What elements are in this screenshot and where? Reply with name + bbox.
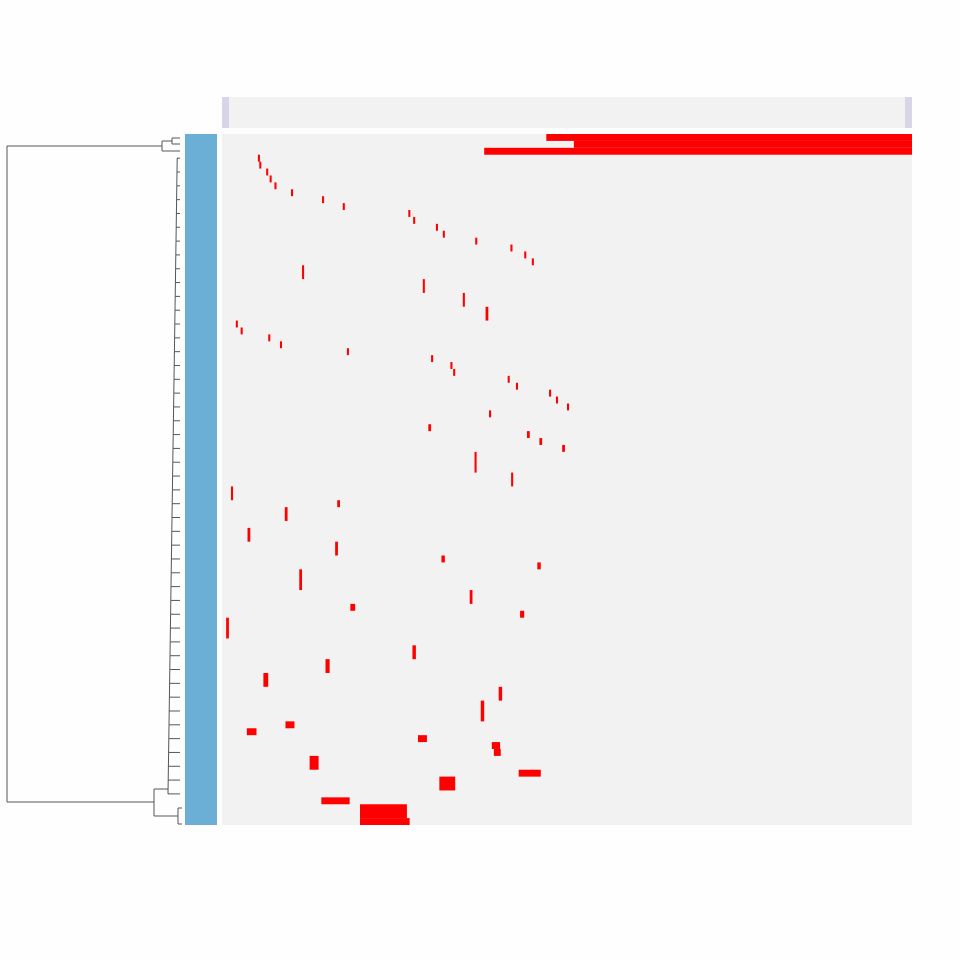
heatmap-cell: [285, 721, 295, 729]
heatmap-cell: [422, 279, 425, 293]
heatmap-cell: [309, 755, 319, 770]
heatmap-cell: [462, 292, 465, 307]
column-annotation-bar: [222, 97, 912, 128]
heatmap-cell: [226, 617, 229, 639]
heatmap-cell: [269, 175, 272, 183]
heatmap-cell: [247, 527, 251, 542]
heatmap-cell: [526, 431, 530, 439]
heatmap-cell: [235, 320, 238, 328]
heatmap-cell: [412, 645, 416, 660]
heatmap-cell: [346, 348, 349, 356]
heatmap-cell: [475, 237, 478, 245]
heatmap-cell: [246, 728, 257, 736]
heatmap-cell: [539, 438, 543, 445]
heatmap-cell: [450, 362, 453, 369]
heatmap-cell: [480, 700, 485, 722]
heatmap-cell: [524, 251, 527, 259]
heatmap-cell: [230, 486, 234, 501]
heatmap-cell: [537, 562, 541, 570]
heatmap-cell: [439, 776, 456, 791]
heatmap-cell: [518, 769, 541, 777]
heatmap-cell: [489, 410, 492, 418]
row-dendrogram: [6, 137, 182, 825]
heatmap-cell: [573, 140, 912, 148]
heatmap-cell: [435, 223, 438, 231]
heatmap-cell: [431, 355, 434, 363]
heatmap-cell: [337, 500, 340, 508]
heatmap-cell: [325, 659, 330, 673]
heatmap-cell: [442, 230, 445, 238]
heatmap-cell: [474, 451, 477, 473]
heatmap-cell: [284, 507, 288, 521]
heatmap-cell: [257, 154, 260, 162]
heatmap-cell: [263, 672, 269, 687]
heatmap-cell: [266, 168, 269, 176]
heatmap-cell: [520, 610, 525, 618]
heatmap-cell: [360, 818, 410, 825]
heatmap-cell: [302, 265, 305, 280]
heatmap-cell: [417, 735, 427, 743]
heatmap-cell: [453, 368, 456, 376]
heatmap-cell: [408, 210, 411, 217]
heatmap-cell: [531, 258, 534, 266]
heatmap-cell: [321, 797, 350, 805]
heatmap-cell: [562, 444, 565, 452]
heatmap-cell: [268, 334, 271, 342]
heatmap-cell: [274, 182, 277, 190]
heatmap-cell: [511, 472, 514, 487]
heatmap-cell: [555, 396, 559, 404]
heatmap-cell: [342, 203, 345, 211]
heatmap-cell: [493, 748, 501, 756]
heatmap-cell: [567, 403, 570, 411]
heatmap-cell: [322, 196, 325, 204]
heatmap-cell: [546, 134, 912, 141]
heatmap-cell: [549, 389, 552, 397]
heatmap-background: [222, 134, 912, 825]
heatmap-cell: [515, 382, 519, 390]
heatmap-cell: [441, 555, 445, 563]
heatmap-cell: [240, 327, 243, 335]
heatmap-cell: [484, 147, 912, 155]
heatmap-cell: [299, 569, 303, 591]
heatmap-cell: [507, 375, 510, 383]
heatmap-cell: [291, 189, 294, 197]
heatmap-cell: [413, 216, 416, 224]
heatmap-cell: [498, 686, 503, 701]
heatmap-cell: [335, 541, 338, 556]
heatmap-cell: [259, 161, 262, 169]
heatmap-cell: [279, 341, 283, 349]
heatmap-cell: [360, 804, 407, 819]
heatmap-cell: [428, 424, 432, 432]
heatmap-cell: [485, 306, 489, 321]
heatmap-matrix: [222, 134, 912, 825]
heatmap-cell: [491, 742, 501, 749]
heatmap-cell: [469, 590, 473, 604]
column-annotation-edge-left: [222, 97, 229, 128]
column-annotation-edge-right: [905, 97, 912, 128]
row-annotation-cell: [185, 134, 217, 825]
column-annotation-cell: [222, 97, 912, 128]
heatmap-cell: [510, 244, 513, 252]
row-annotation-bar: [185, 134, 217, 825]
heatmap-cell: [350, 603, 356, 611]
